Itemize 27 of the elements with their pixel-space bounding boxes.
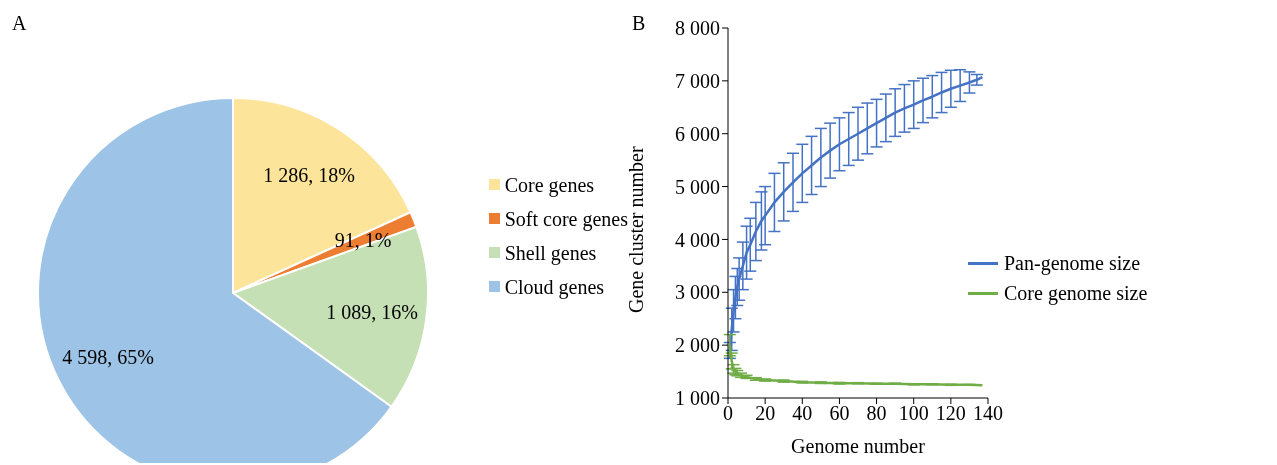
- y-tick-label: 1 000: [675, 387, 720, 410]
- legend-label: Core genome size: [1004, 281, 1148, 307]
- x-tick-label: 60: [829, 402, 850, 425]
- y-tick-label: 4 000: [675, 228, 720, 251]
- data-label: 4 598, 65%: [62, 346, 154, 369]
- x-tick-label: 20: [755, 402, 776, 425]
- x-tick-label: 140: [973, 402, 1003, 425]
- legend-label: Pan-genome size: [1004, 251, 1141, 277]
- x-tick-label: 80: [866, 402, 887, 425]
- y-tick-label: 5 000: [675, 175, 720, 198]
- y-tick-label: 6 000: [675, 122, 720, 145]
- legend-label: Shell genes: [504, 240, 597, 267]
- legend-label: Cloud genes: [504, 274, 605, 301]
- x-tick-label: 0: [723, 402, 733, 425]
- chart-title: B: [632, 12, 646, 35]
- x-tick-label: 120: [935, 402, 966, 425]
- chart-title: A: [12, 12, 27, 35]
- x-tick-label: 40: [792, 402, 813, 425]
- legend-label: Core genes: [504, 172, 595, 199]
- y-tick-label: 3 000: [675, 281, 720, 304]
- y-tick-label: 7 000: [675, 69, 720, 92]
- x-axis-title: Genome number: [791, 435, 926, 457]
- data-label: 1 089, 16%: [326, 301, 418, 324]
- y-tick-label: 2 000: [675, 334, 720, 357]
- x-tick-label: 100: [898, 402, 929, 425]
- y-tick-label: 8 000: [675, 17, 720, 40]
- data-label: 1 286, 18%: [263, 163, 355, 186]
